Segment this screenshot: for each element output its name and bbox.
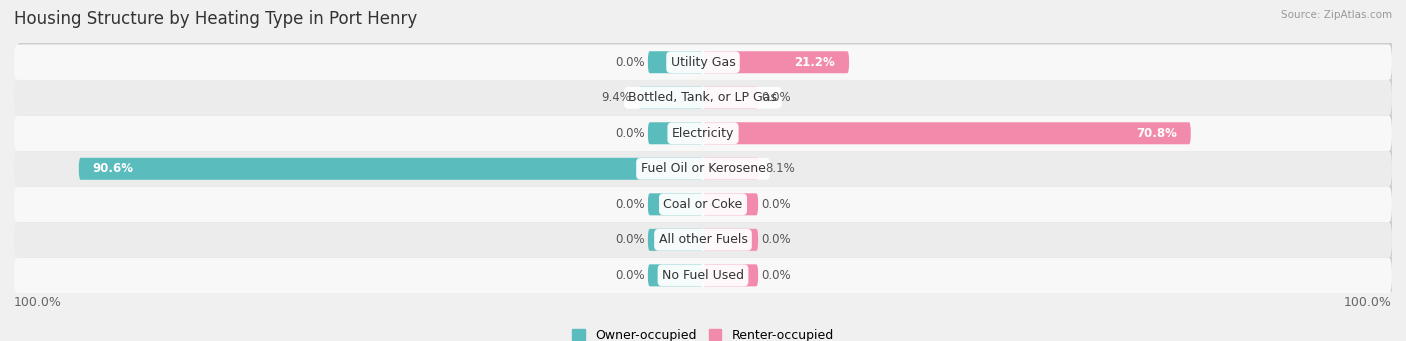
FancyBboxPatch shape <box>15 114 1393 150</box>
Text: All other Fuels: All other Fuels <box>658 233 748 246</box>
Text: 0.0%: 0.0% <box>762 233 792 246</box>
FancyBboxPatch shape <box>703 193 758 215</box>
Text: 0.0%: 0.0% <box>762 198 792 211</box>
FancyBboxPatch shape <box>14 151 1392 187</box>
Text: 21.2%: 21.2% <box>794 56 835 69</box>
Text: Source: ZipAtlas.com: Source: ZipAtlas.com <box>1281 10 1392 20</box>
FancyBboxPatch shape <box>648 51 703 73</box>
Text: 90.6%: 90.6% <box>93 162 134 175</box>
FancyBboxPatch shape <box>703 264 758 286</box>
FancyBboxPatch shape <box>703 51 849 73</box>
Text: 0.0%: 0.0% <box>614 233 644 246</box>
Text: 0.0%: 0.0% <box>614 127 644 140</box>
Text: 0.0%: 0.0% <box>762 91 792 104</box>
Text: 70.8%: 70.8% <box>1136 127 1177 140</box>
FancyBboxPatch shape <box>648 193 703 215</box>
FancyBboxPatch shape <box>648 264 703 286</box>
Text: 0.0%: 0.0% <box>762 269 792 282</box>
Text: 100.0%: 100.0% <box>14 296 62 309</box>
Text: Housing Structure by Heating Type in Port Henry: Housing Structure by Heating Type in Por… <box>14 10 418 28</box>
FancyBboxPatch shape <box>703 229 758 251</box>
FancyBboxPatch shape <box>703 87 758 109</box>
Text: Bottled, Tank, or LP Gas: Bottled, Tank, or LP Gas <box>628 91 778 104</box>
Text: 9.4%: 9.4% <box>602 91 631 104</box>
Text: 8.1%: 8.1% <box>766 162 796 175</box>
Text: Utility Gas: Utility Gas <box>671 56 735 69</box>
FancyBboxPatch shape <box>648 122 703 144</box>
Text: No Fuel Used: No Fuel Used <box>662 269 744 282</box>
FancyBboxPatch shape <box>14 187 1392 222</box>
Text: Fuel Oil or Kerosene: Fuel Oil or Kerosene <box>641 162 765 175</box>
FancyBboxPatch shape <box>14 116 1392 151</box>
FancyBboxPatch shape <box>14 44 1392 80</box>
Text: Coal or Coke: Coal or Coke <box>664 198 742 211</box>
Text: 0.0%: 0.0% <box>614 269 644 282</box>
FancyBboxPatch shape <box>15 78 1393 114</box>
FancyBboxPatch shape <box>15 221 1393 256</box>
Legend: Owner-occupied, Renter-occupied: Owner-occupied, Renter-occupied <box>568 324 838 341</box>
Text: 0.0%: 0.0% <box>614 56 644 69</box>
FancyBboxPatch shape <box>14 80 1392 116</box>
FancyBboxPatch shape <box>79 158 703 180</box>
FancyBboxPatch shape <box>15 150 1393 185</box>
FancyBboxPatch shape <box>14 222 1392 257</box>
FancyBboxPatch shape <box>15 256 1393 292</box>
FancyBboxPatch shape <box>638 87 703 109</box>
Text: Electricity: Electricity <box>672 127 734 140</box>
Text: 100.0%: 100.0% <box>1344 296 1392 309</box>
FancyBboxPatch shape <box>14 257 1392 293</box>
FancyBboxPatch shape <box>703 158 759 180</box>
FancyBboxPatch shape <box>703 122 1191 144</box>
FancyBboxPatch shape <box>15 185 1393 221</box>
FancyBboxPatch shape <box>648 229 703 251</box>
FancyBboxPatch shape <box>15 43 1393 78</box>
Text: 0.0%: 0.0% <box>614 198 644 211</box>
